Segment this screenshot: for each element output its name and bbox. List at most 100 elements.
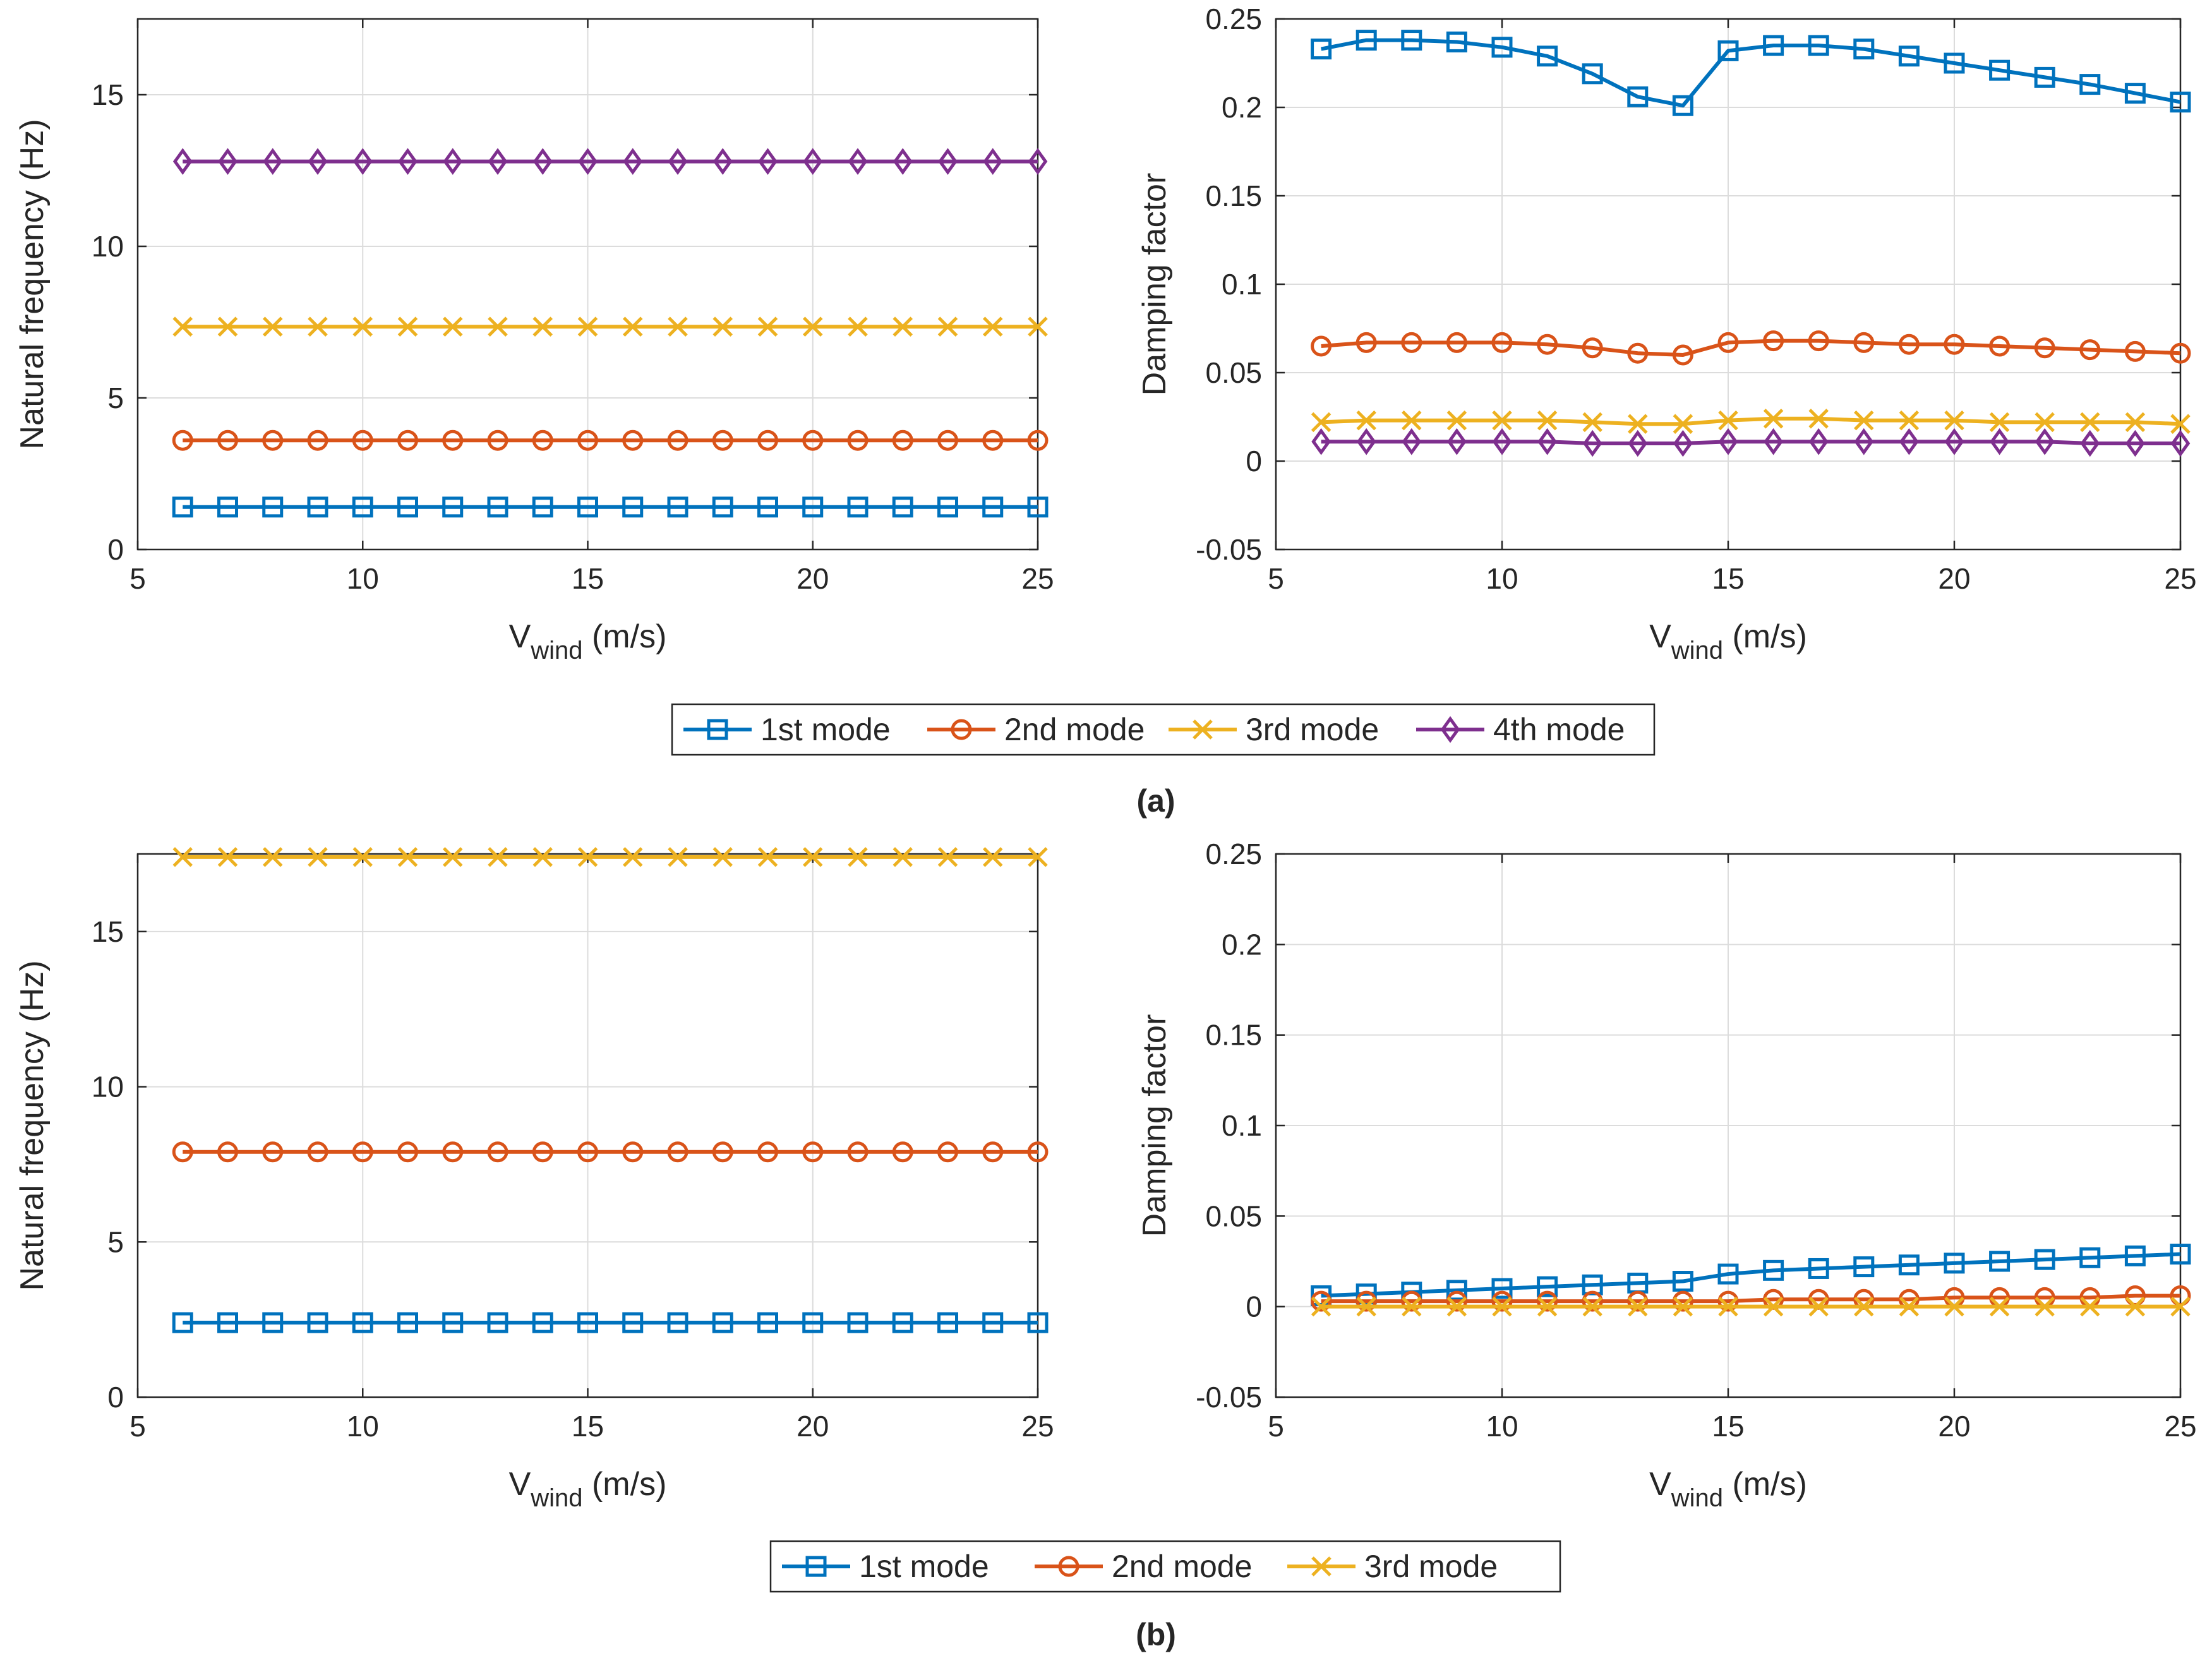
data-point — [1672, 1271, 1693, 1292]
series-1 — [172, 1312, 1049, 1333]
data-point — [352, 430, 373, 451]
data-point — [262, 1312, 284, 1333]
data-point — [1898, 333, 1920, 355]
data-point — [532, 316, 553, 337]
data-point — [712, 1141, 733, 1163]
data-point — [532, 496, 553, 518]
data-point — [1628, 414, 1648, 434]
data-point — [218, 148, 237, 175]
data-point — [1808, 330, 1829, 352]
data-point — [1944, 52, 1965, 74]
data-point — [1582, 1290, 1603, 1312]
legend-b: 1st mode 2nd mode 3rd mode — [769, 1540, 1561, 1593]
data-point — [1808, 1258, 1829, 1279]
data-point — [1989, 1296, 2010, 1317]
y-tick-label: 0 — [1246, 445, 1262, 478]
data-point — [1402, 1296, 1422, 1317]
data-point — [1401, 332, 1422, 353]
data-point — [172, 148, 193, 175]
data-point — [622, 316, 643, 337]
data-point — [1311, 1290, 1332, 1312]
data-point — [712, 496, 733, 518]
data-point — [1582, 412, 1602, 433]
data-point — [622, 430, 644, 451]
data-point — [397, 1312, 418, 1333]
data-point — [848, 316, 868, 337]
x-axis-label: Vwind (m/s) — [1649, 618, 1807, 664]
data-point — [1899, 428, 1919, 455]
data-point — [802, 316, 823, 337]
legend-entry-4: 4th mode — [1416, 712, 1625, 747]
data-point — [667, 1141, 688, 1163]
data-point — [487, 430, 508, 451]
data-point — [532, 430, 553, 451]
data-point — [2170, 342, 2191, 364]
data-point — [1027, 1312, 1049, 1333]
data-point — [1808, 428, 1829, 455]
data-point — [937, 1312, 958, 1333]
data-point — [2079, 74, 2101, 95]
series-line — [1321, 416, 2181, 426]
data-point — [1944, 410, 1964, 431]
data-point — [577, 430, 598, 451]
legend-entry-2: 2nd mode — [1035, 1549, 1252, 1584]
legend-label: 1st mode — [760, 712, 891, 747]
data-point — [1402, 428, 1422, 455]
data-point — [893, 847, 913, 867]
data-point — [397, 316, 418, 337]
data-point — [2034, 337, 2055, 359]
y-tick-label: 0.15 — [1205, 1019, 1262, 1052]
y-tick-label: 0.2 — [1222, 928, 1262, 961]
data-point — [398, 148, 418, 175]
data-point — [397, 430, 418, 451]
data-point — [757, 1141, 778, 1163]
data-point — [938, 148, 958, 175]
data-point — [622, 1141, 644, 1163]
data-point — [1763, 409, 1784, 429]
data-point — [2079, 1247, 2101, 1268]
x-tick-label: 25 — [1021, 562, 1054, 595]
data-point — [2035, 1296, 2055, 1317]
legend-label: 3rd mode — [1246, 712, 1379, 747]
data-point — [307, 1312, 328, 1333]
y-tick-label: 15 — [92, 915, 124, 948]
data-point — [1672, 344, 1693, 366]
data-point — [1028, 148, 1048, 175]
y-tick-label: 0.1 — [1222, 1109, 1262, 1142]
data-point — [2080, 412, 2100, 433]
data-point — [1944, 333, 1965, 355]
data-point — [442, 316, 463, 337]
data-point — [2080, 1296, 2100, 1317]
x-tick-label: 5 — [1268, 562, 1284, 595]
data-point — [487, 1141, 508, 1163]
data-point — [217, 1141, 238, 1163]
data-point — [1028, 847, 1048, 867]
series-2 — [1311, 330, 2191, 366]
data-point — [622, 1312, 644, 1333]
data-point — [1356, 428, 1376, 455]
data-point — [1355, 332, 1377, 353]
data-point — [1627, 342, 1649, 364]
y-axis-label: Damping factor — [1136, 1014, 1173, 1237]
data-point — [1582, 337, 1603, 359]
data-point — [2125, 430, 2145, 457]
series-3 — [172, 316, 1048, 337]
x-tick-label: 25 — [2164, 1410, 2196, 1443]
data-point — [442, 430, 464, 451]
legend-label: 1st mode — [859, 1549, 989, 1584]
data-point — [848, 148, 868, 175]
data-point — [982, 847, 1003, 867]
x-tick-label: 25 — [1021, 1410, 1054, 1443]
data-point — [577, 1141, 598, 1163]
data-point — [2125, 412, 2146, 433]
y-tick-label: 0.25 — [1205, 838, 1262, 870]
x-tick-label: 10 — [1486, 1410, 1518, 1443]
x-axis-label: Vwind (m/s) — [1649, 1466, 1807, 1512]
data-point — [397, 1141, 418, 1163]
y-tick-label: 0 — [107, 533, 124, 566]
data-point — [1537, 428, 1557, 455]
x-axis-label: Vwind (m/s) — [509, 1466, 667, 1512]
data-point — [1808, 35, 1829, 56]
data-point — [983, 148, 1003, 175]
